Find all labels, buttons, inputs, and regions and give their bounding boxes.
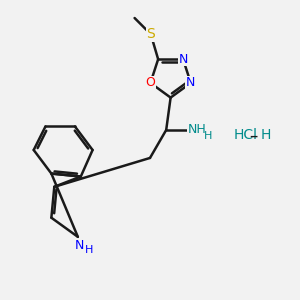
Text: H: H [260,128,271,142]
Text: H: H [85,245,93,255]
Text: H: H [204,131,212,142]
Text: N: N [75,239,84,252]
Text: N: N [178,53,188,66]
Text: –: – [249,126,257,144]
Text: HCl: HCl [234,128,258,142]
Text: NH: NH [188,124,206,136]
Text: S: S [146,27,155,41]
Text: N: N [186,76,196,89]
Text: O: O [146,76,155,89]
